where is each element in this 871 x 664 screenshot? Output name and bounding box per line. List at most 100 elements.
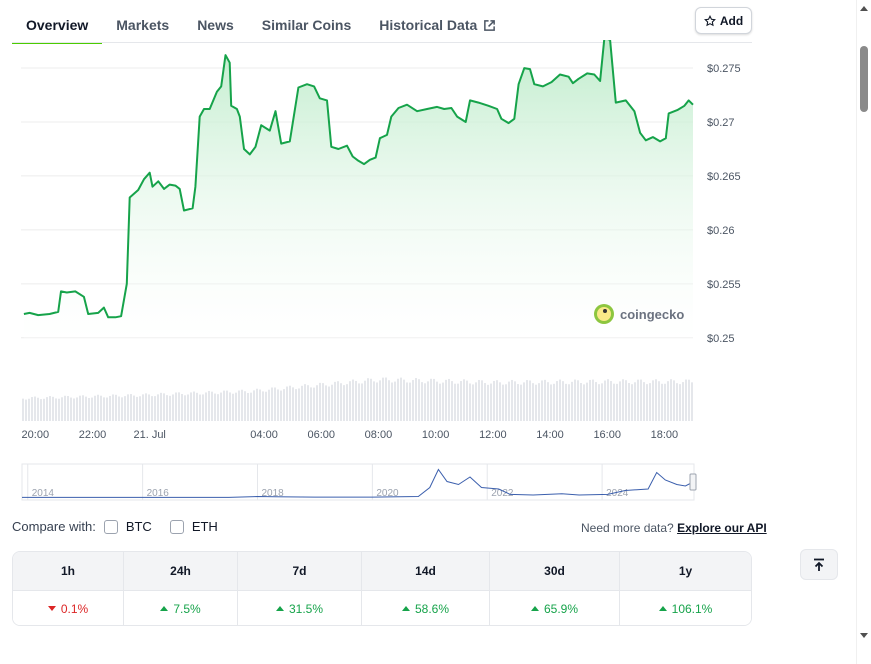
volume-bar — [565, 383, 567, 421]
volume-bar — [253, 390, 255, 421]
tab-similar-coins[interactable]: Similar Coins — [248, 17, 365, 44]
volume-bar — [214, 393, 216, 421]
volume-bar — [469, 383, 471, 421]
tab-overview[interactable]: Overview — [12, 17, 103, 44]
volume-bar — [145, 393, 147, 421]
volume-bar — [292, 387, 294, 421]
volume-bar — [283, 389, 285, 421]
volume-bar — [85, 396, 87, 421]
volume-bar — [400, 377, 402, 421]
volume-bar — [55, 398, 57, 421]
scroll-up-arrow-icon[interactable] — [860, 6, 868, 11]
volume-bar — [490, 383, 492, 421]
scrollbar-thumb[interactable] — [860, 46, 868, 112]
volume-bar — [328, 386, 330, 421]
volume-bar — [217, 394, 219, 421]
volume-bar — [661, 383, 663, 421]
volume-bar — [670, 379, 672, 421]
volume-bar — [298, 388, 300, 421]
header-1y: 1y — [678, 564, 693, 578]
volume-bar — [319, 382, 321, 421]
volume-bar — [37, 397, 39, 421]
volume-bar — [364, 380, 366, 421]
change-24h: 7.5% — [124, 591, 238, 625]
caret-up-icon — [658, 606, 667, 611]
volume-bar — [337, 381, 339, 421]
volume-bar — [388, 380, 390, 421]
volume-bar — [550, 384, 552, 421]
caret-up-icon — [530, 606, 539, 611]
volume-bar — [52, 396, 54, 421]
volume-bar — [412, 380, 414, 421]
volume-bar — [439, 383, 441, 421]
add-watchlist-button[interactable]: Add — [695, 7, 752, 34]
tab-historical-data-label: Historical Data — [379, 17, 478, 33]
volume-bar — [613, 383, 615, 421]
volume-bar — [133, 395, 135, 421]
volume-bar — [73, 398, 75, 421]
volume-bar — [571, 381, 573, 421]
volume-bar — [622, 379, 624, 421]
volume-bar — [604, 380, 606, 421]
volume-bar — [607, 379, 609, 421]
change-1y: 106.1% — [620, 591, 751, 625]
volume-bar — [595, 382, 597, 421]
volume-bar — [373, 381, 375, 421]
y-tick-label: $0.25 — [707, 333, 735, 345]
volume-bar — [28, 398, 30, 421]
volume-bar — [520, 384, 522, 421]
scroll-to-top-button[interactable] — [800, 549, 838, 580]
volume-bar — [121, 397, 123, 421]
volume-bar — [448, 378, 450, 421]
change-30d-value: 65.9% — [543, 601, 579, 616]
tab-markets[interactable]: Markets — [102, 17, 183, 44]
volume-bar — [361, 383, 363, 421]
volume-bar — [175, 392, 177, 421]
tab-news[interactable]: News — [183, 17, 248, 44]
volume-bar — [193, 391, 195, 421]
volume-bar — [127, 394, 129, 421]
explore-api-link[interactable]: Explore our API — [677, 521, 767, 535]
tab-historical-data[interactable]: Historical Data — [365, 17, 510, 44]
volume-bar — [553, 383, 555, 421]
volume-bar — [265, 391, 267, 421]
tab-markets-label: Markets — [116, 17, 170, 33]
header-7d: 7d — [238, 552, 362, 590]
volume-bar — [433, 378, 435, 421]
tab-overview-label: Overview — [26, 17, 89, 33]
caret-down-icon — [47, 606, 56, 611]
volume-bar — [610, 381, 612, 421]
change-7d-value: 31.5% — [288, 601, 324, 616]
volume-bar — [208, 390, 210, 421]
scroll-down-arrow-icon[interactable] — [860, 633, 868, 638]
price-change-values-row: 0.1% 7.5% 31.5% 58.6% 65.9% 106.1% — [13, 590, 751, 625]
eth-checkbox-box[interactable] — [169, 519, 184, 534]
external-link-icon — [484, 19, 496, 31]
volume-bar — [574, 379, 576, 421]
volume-bar — [541, 380, 543, 421]
volume-bar — [652, 380, 654, 421]
volume-bar — [334, 381, 336, 421]
volume-bar — [535, 384, 537, 421]
volume-bar — [451, 381, 453, 421]
volume-bar — [100, 395, 102, 421]
page-scrollbar[interactable] — [856, 0, 871, 664]
compare-eth-checkbox[interactable]: ETH — [169, 519, 218, 534]
price-chart[interactable]: $0.25 $0.255 $0.26 $0.265 $0.27 $0.275 20:00 22… — [0, 40, 856, 505]
volume-bar — [241, 389, 243, 421]
btc-checkbox-box[interactable] — [103, 519, 118, 534]
arrow-up-to-line-icon — [814, 558, 824, 571]
compare-btc-checkbox[interactable]: BTC — [103, 519, 152, 534]
x-tick-label: 14:00 — [536, 429, 564, 441]
volume-bar — [505, 384, 507, 421]
volume-bar — [475, 382, 477, 421]
volume-bar — [499, 382, 501, 421]
volume-bar — [655, 379, 657, 421]
volume-bar — [79, 395, 81, 421]
volume-bar — [112, 394, 114, 421]
volume-bar — [592, 379, 594, 421]
navigator-handle — [689, 473, 697, 491]
volume-bar — [64, 395, 66, 421]
y-tick-label: $0.265 — [707, 171, 741, 183]
volume-bar — [598, 384, 600, 421]
